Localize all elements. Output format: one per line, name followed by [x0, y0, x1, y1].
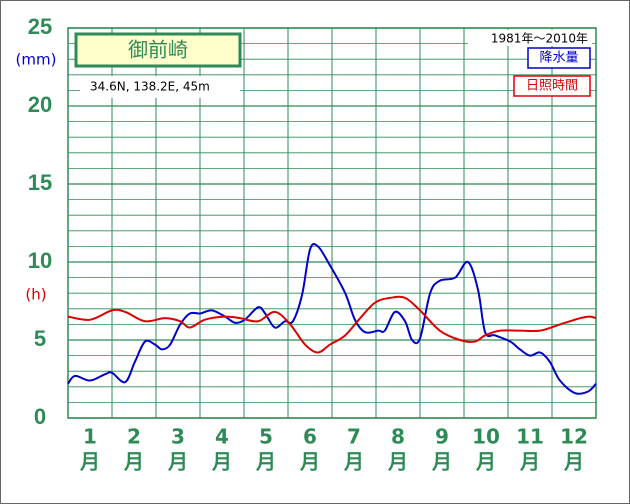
legend-label: 日照時間 — [526, 79, 578, 94]
x-tick-unit: 月 — [475, 450, 496, 474]
y-unit-right: (h) — [25, 286, 46, 304]
x-tick-label: 6 — [303, 425, 317, 449]
x-tick-label: 11 — [516, 425, 544, 449]
x-tick-unit: 月 — [123, 450, 144, 474]
y-tick-label: 0 — [34, 404, 46, 429]
x-tick-label: 9 — [435, 425, 449, 449]
x-tick-label: 8 — [391, 425, 405, 449]
plot-border — [67, 27, 597, 419]
line — [67, 295, 597, 354]
legend-box — [527, 47, 591, 69]
y-unit-left: (mm) — [16, 51, 57, 69]
x-tick-unit: 月 — [299, 450, 320, 474]
y-tick-label: 25 — [28, 14, 52, 39]
x-tick-label: 3 — [171, 425, 185, 449]
x-tick-unit: 月 — [343, 450, 364, 474]
x-tick-unit: 月 — [519, 450, 540, 474]
x-tick-unit: 月 — [563, 450, 584, 474]
x-tick-unit: 月 — [79, 450, 100, 474]
x-tick-unit: 月 — [387, 450, 408, 474]
period-bg — [468, 30, 592, 46]
subtitle-bg — [80, 76, 240, 98]
x-tick-label: 7 — [347, 425, 361, 449]
x-tick-label: 10 — [472, 425, 500, 449]
x-tick-unit: 月 — [211, 450, 232, 474]
y-tick-label: 10 — [28, 248, 52, 273]
x-tick-label: 4 — [215, 425, 229, 449]
y-tick-label: 20 — [28, 92, 52, 117]
y-tick-label: 5 — [34, 326, 46, 351]
x-tick-unit: 月 — [167, 450, 188, 474]
period: 1981年〜2010年 — [491, 32, 588, 46]
line — [67, 242, 597, 395]
x-tick-unit: 月 — [255, 450, 276, 474]
legend-label: 降水量 — [539, 51, 578, 66]
title-box — [74, 32, 242, 68]
subtitle: 34.6N, 138.2E, 45m — [90, 80, 210, 94]
x-tick-unit: 月 — [431, 450, 452, 474]
x-tick-label: 1 — [83, 425, 97, 449]
legend-box — [513, 75, 591, 97]
chart-title: 御前崎 — [128, 38, 188, 62]
x-tick-label: 12 — [560, 425, 588, 449]
x-tick-label: 2 — [127, 425, 141, 449]
y-tick-label: 15 — [28, 170, 52, 195]
x-tick-label: 5 — [259, 425, 273, 449]
